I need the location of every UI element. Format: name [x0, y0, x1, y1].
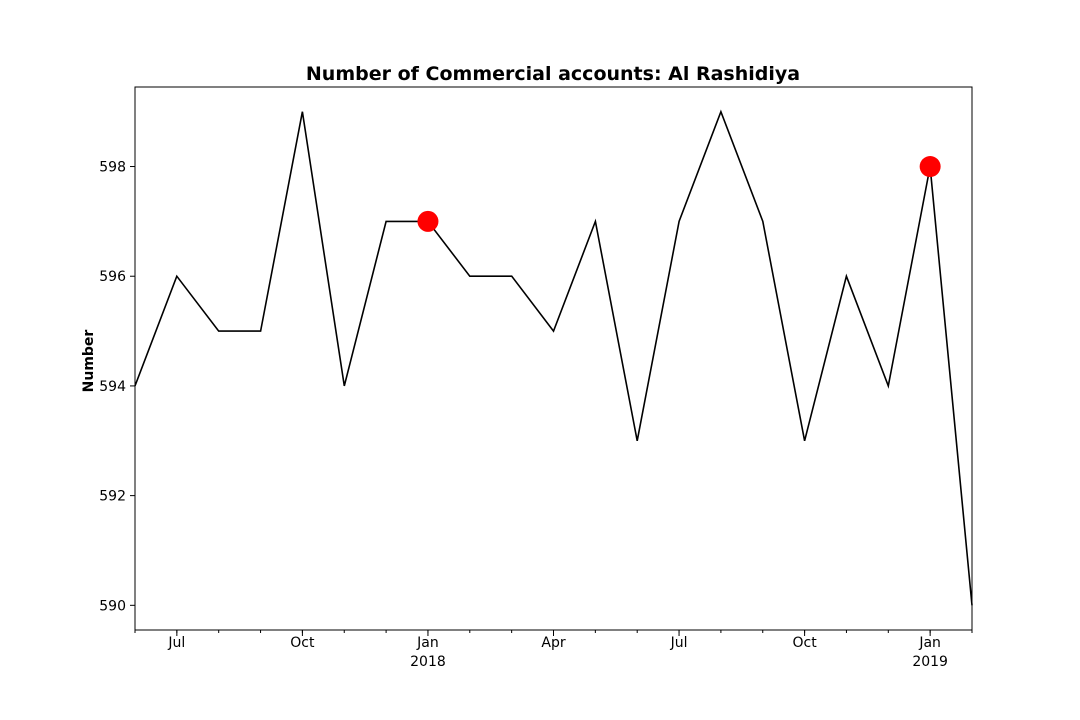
- y-tick-label: 590: [99, 598, 126, 614]
- x-tick-label: Jul: [670, 635, 688, 651]
- y-tick-label: 594: [99, 379, 126, 395]
- y-tick-label: 598: [99, 160, 126, 176]
- chart-title: Number of Commercial accounts: Al Rashid…: [306, 63, 800, 85]
- y-axis-label: Number: [81, 330, 97, 393]
- x-tick-year-label: 2019: [912, 654, 948, 670]
- x-tick-label: Jul: [167, 635, 185, 651]
- x-tick-label: Oct: [290, 635, 315, 651]
- highlight-marker: [417, 210, 439, 232]
- series-line: [134, 109, 973, 606]
- axes-frame: [134, 86, 973, 631]
- y-tick-label: 596: [99, 269, 126, 285]
- x-tick-year-label: 2018: [410, 654, 446, 670]
- x-tick-label: Apr: [541, 635, 565, 651]
- y-tick-label: 592: [99, 489, 126, 505]
- plot-area: 590 592 594 596 598 Jul Oct Jan 2018 Apr Jul Oct Jan…: [99, 109, 973, 670]
- highlight-marker: [919, 156, 941, 178]
- x-tick-label: Jan: [416, 635, 439, 651]
- x-tick-label: Jan: [918, 635, 941, 651]
- x-tick-label: Oct: [792, 635, 817, 651]
